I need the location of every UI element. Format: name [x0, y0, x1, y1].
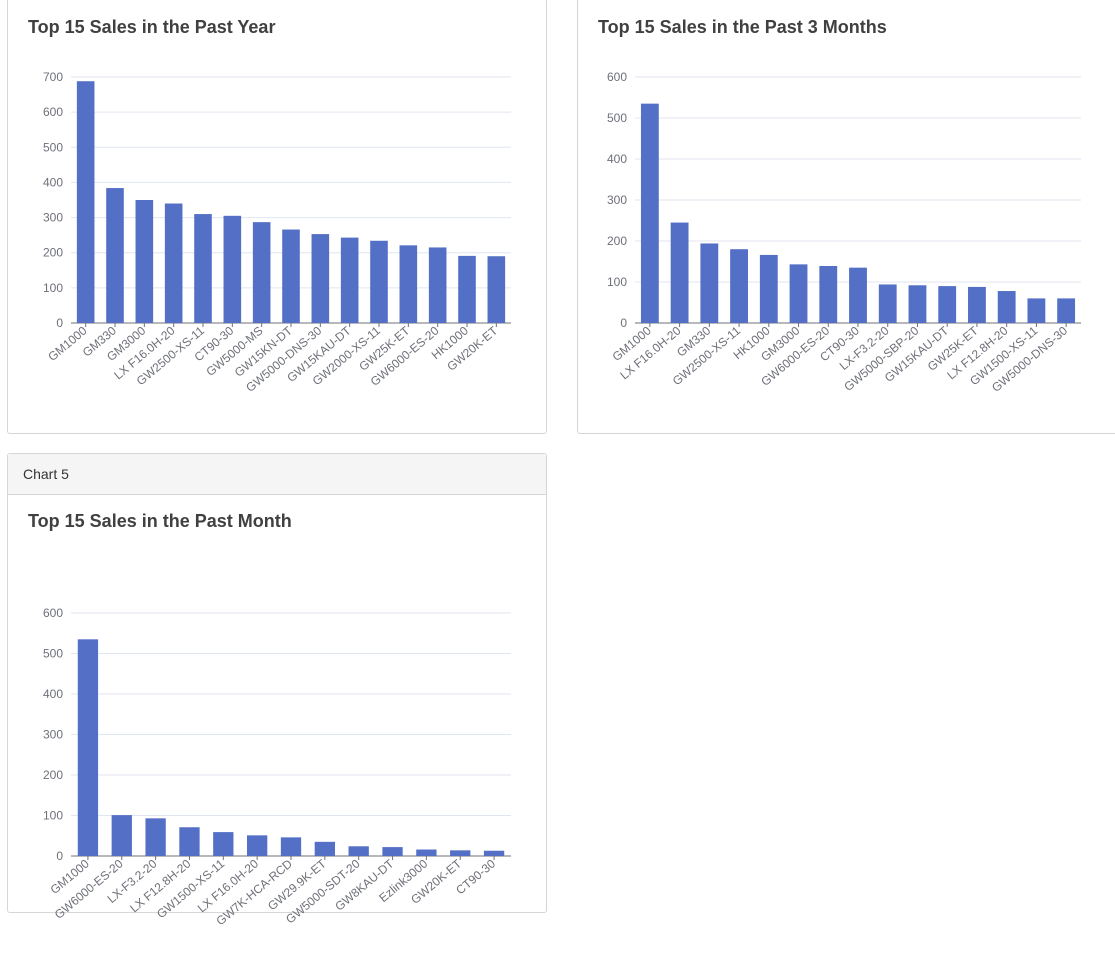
bar[interactable] [399, 245, 418, 323]
y-tick-label: 500 [43, 647, 63, 661]
bar[interactable] [670, 222, 689, 323]
y-tick-label: 500 [43, 140, 63, 154]
y-tick-label: 200 [43, 246, 63, 260]
bar[interactable] [247, 835, 268, 856]
x-tick-label: GM1000 [45, 323, 90, 364]
bar-chart-past-year: 0100200300400500600700GM1000GM330GM3000L… [43, 70, 511, 395]
bar[interactable] [282, 229, 300, 323]
bar-chart-past-month: 0100200300400500600GM1000GW6000-ES-20LX-… [43, 606, 511, 928]
y-tick-label: 300 [43, 728, 63, 742]
bar[interactable] [819, 266, 838, 323]
bar[interactable] [1027, 298, 1046, 323]
y-tick-label: 400 [43, 687, 63, 701]
bar[interactable] [849, 267, 867, 323]
bar[interactable] [382, 847, 403, 856]
bar[interactable] [340, 237, 359, 323]
bar[interactable] [730, 249, 748, 323]
chart-panel-past-month: Chart 5 Top 15 Sales in the Past Month 0… [7, 453, 547, 928]
y-tick-label: 600 [607, 70, 627, 84]
bar[interactable] [938, 286, 957, 323]
bar[interactable] [878, 284, 897, 323]
bar[interactable] [111, 815, 132, 856]
bar[interactable] [252, 222, 271, 323]
y-tick-label: 400 [607, 152, 627, 166]
y-tick-label: 700 [43, 70, 63, 84]
chart-panel-past-3-months: Top 15 Sales in the Past 3 Months 0 100 20… [577, 0, 1115, 434]
bar[interactable] [213, 832, 234, 856]
bar[interactable] [76, 81, 95, 324]
y-tick-label: 0 [620, 316, 627, 330]
bar[interactable] [223, 215, 242, 323]
bar[interactable] [280, 837, 302, 856]
y-tick-label: 100 [607, 275, 627, 289]
chart-title: Top 15 Sales in the Past 3 Months [598, 17, 887, 37]
bar[interactable] [483, 850, 505, 856]
bar[interactable] [789, 264, 808, 323]
bar[interactable] [487, 256, 506, 323]
panel-heading: Chart 5 [8, 454, 546, 495]
bar[interactable] [428, 247, 447, 323]
bar[interactable] [640, 103, 659, 324]
y-tick-label: 400 [43, 175, 63, 189]
bar[interactable] [194, 214, 212, 323]
y-tick-label: 300 [43, 211, 63, 225]
bar[interactable] [759, 254, 778, 323]
bar[interactable] [416, 849, 437, 856]
bar[interactable] [179, 827, 200, 856]
bar[interactable] [77, 639, 99, 856]
y-tick-label: 600 [43, 606, 63, 620]
y-tick-label: 200 [43, 768, 63, 782]
bar[interactable] [908, 285, 927, 323]
bar[interactable] [458, 255, 476, 323]
chart-title: Top 15 Sales in the Past Year [28, 17, 276, 37]
bar[interactable] [700, 243, 719, 323]
y-tick-label: 600 [43, 105, 63, 119]
bar[interactable] [164, 203, 183, 323]
bar[interactable] [145, 818, 166, 856]
bar[interactable] [370, 240, 388, 323]
y-tick-label: 100 [43, 809, 63, 823]
bar[interactable] [311, 234, 330, 323]
y-tick-label: 0 [56, 849, 63, 863]
bar[interactable] [348, 846, 369, 856]
y-tick-label: 500 [607, 111, 627, 125]
chart-title: Top 15 Sales in the Past Month [28, 511, 292, 531]
bar[interactable] [135, 200, 154, 323]
bar[interactable] [314, 841, 335, 856]
bar[interactable] [968, 286, 986, 323]
y-tick-label: 0 [56, 316, 63, 330]
y-tick-label: 100 [43, 281, 63, 295]
bar[interactable] [997, 291, 1016, 323]
y-tick-label: 200 [607, 234, 627, 248]
bar[interactable] [106, 188, 124, 323]
chart-panel-past-year: Top 15 Sales in the Past Year 0 100 200 300… [7, 0, 547, 434]
bar[interactable] [1057, 298, 1076, 323]
bar[interactable] [450, 850, 471, 856]
y-tick-label: 300 [607, 193, 627, 207]
